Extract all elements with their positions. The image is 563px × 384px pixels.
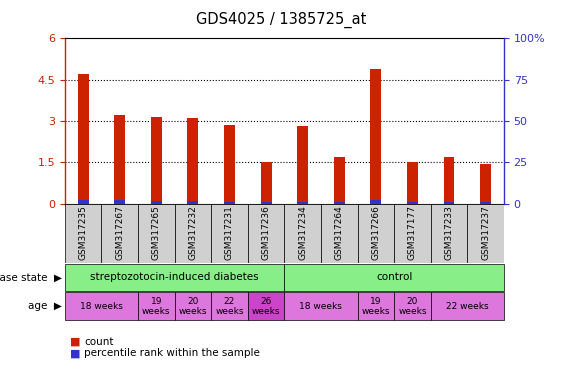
Bar — [151, 201, 162, 204]
Text: GSM317177: GSM317177 — [408, 205, 417, 260]
Bar — [480, 164, 491, 204]
Bar — [407, 202, 418, 204]
Bar — [394, 293, 431, 320]
Bar — [175, 204, 211, 263]
Bar — [467, 204, 504, 263]
Bar — [334, 202, 345, 204]
Bar — [297, 202, 308, 204]
Bar — [358, 293, 394, 320]
Text: 19
weeks: 19 weeks — [361, 296, 390, 316]
Text: 22 weeks: 22 weeks — [446, 302, 489, 311]
Bar — [370, 69, 381, 204]
Text: GSM317231: GSM317231 — [225, 205, 234, 260]
Text: GSM317234: GSM317234 — [298, 205, 307, 260]
Bar — [114, 116, 125, 204]
Text: GSM317266: GSM317266 — [372, 205, 380, 260]
Bar — [394, 204, 431, 263]
Text: GSM317267: GSM317267 — [115, 205, 124, 260]
Bar — [321, 204, 358, 263]
Text: GSM317233: GSM317233 — [445, 205, 453, 260]
Text: percentile rank within the sample: percentile rank within the sample — [84, 348, 260, 358]
Bar — [284, 263, 504, 291]
Text: GSM317265: GSM317265 — [152, 205, 160, 260]
Bar — [284, 204, 321, 263]
Bar — [211, 293, 248, 320]
Bar — [261, 162, 271, 204]
Bar — [284, 293, 358, 320]
Text: streptozotocin-induced diabetes: streptozotocin-induced diabetes — [90, 272, 259, 283]
Bar — [114, 200, 125, 204]
Text: 20
weeks: 20 weeks — [178, 296, 207, 316]
Bar — [187, 118, 198, 204]
Bar — [175, 293, 211, 320]
Text: 19
weeks: 19 weeks — [142, 296, 171, 316]
Text: GSM317264: GSM317264 — [335, 205, 343, 260]
Bar — [248, 204, 284, 263]
Bar — [444, 157, 454, 204]
Text: 20
weeks: 20 weeks — [398, 296, 427, 316]
Bar — [211, 204, 248, 263]
Text: GSM317237: GSM317237 — [481, 205, 490, 260]
Bar — [138, 204, 175, 263]
Bar — [407, 162, 418, 204]
Bar — [370, 200, 381, 204]
Text: age  ▶: age ▶ — [28, 301, 62, 311]
Text: ■: ■ — [70, 337, 81, 347]
Bar — [358, 204, 394, 263]
Bar — [65, 263, 284, 291]
Bar — [101, 204, 138, 263]
Bar — [224, 202, 235, 204]
Text: 26
weeks: 26 weeks — [252, 296, 280, 316]
Bar — [78, 200, 88, 204]
Bar — [187, 201, 198, 204]
Bar — [431, 204, 467, 263]
Text: 18 weeks: 18 weeks — [300, 302, 342, 311]
Bar — [444, 202, 454, 204]
Text: GSM317235: GSM317235 — [79, 205, 87, 260]
Bar — [297, 126, 308, 204]
Text: 18 weeks: 18 weeks — [80, 302, 123, 311]
Bar — [224, 125, 235, 204]
Text: disease state  ▶: disease state ▶ — [0, 272, 62, 283]
Bar — [78, 74, 88, 204]
Text: count: count — [84, 337, 114, 347]
Bar — [480, 202, 491, 204]
Text: control: control — [376, 272, 412, 283]
Text: GDS4025 / 1385725_at: GDS4025 / 1385725_at — [196, 12, 367, 28]
Bar — [334, 157, 345, 204]
Bar — [138, 293, 175, 320]
Bar — [151, 117, 162, 204]
Bar — [431, 293, 504, 320]
Text: GSM317236: GSM317236 — [262, 205, 270, 260]
Text: ■: ■ — [70, 348, 81, 358]
Bar — [261, 202, 271, 204]
Bar — [248, 293, 284, 320]
Text: GSM317232: GSM317232 — [189, 205, 197, 260]
Text: 22
weeks: 22 weeks — [215, 296, 244, 316]
Bar — [65, 293, 138, 320]
Bar — [65, 204, 101, 263]
